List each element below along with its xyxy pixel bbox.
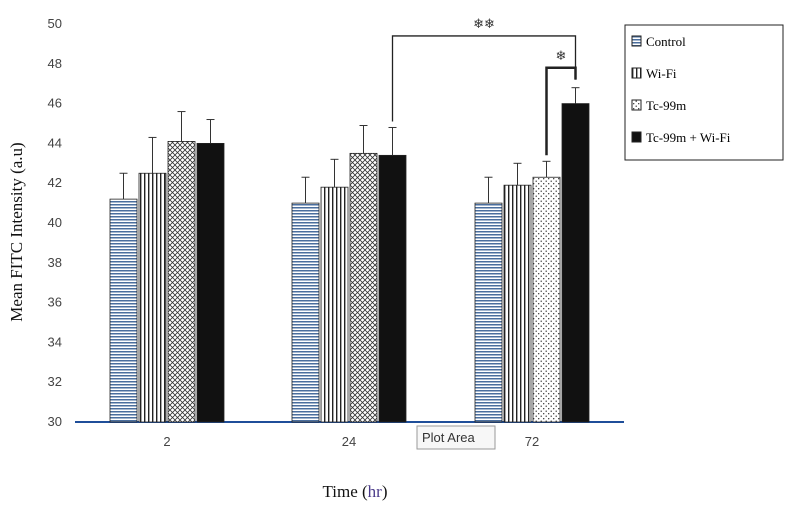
y-tick-label: 40 xyxy=(48,215,62,230)
legend-label: Tc-99m + Wi-Fi xyxy=(646,130,731,145)
legend-label: Wi-Fi xyxy=(646,66,677,81)
y-tick-label: 30 xyxy=(48,414,62,429)
legend-swatch xyxy=(631,99,642,111)
x-axis-title-suffix: ) xyxy=(382,482,388,501)
significance-bracket xyxy=(391,35,577,122)
y-tick-label: 48 xyxy=(48,56,62,71)
x-tick-label: 2 xyxy=(163,434,170,449)
legend-frame xyxy=(624,24,784,161)
significance-marker: ❄ xyxy=(556,49,567,64)
plot-area-tooltip: Plot Area xyxy=(416,425,496,450)
bar-control-24 xyxy=(291,202,320,423)
y-axis-title: Mean FITC Intensity (a.u) xyxy=(7,142,26,321)
legend: Control Wi-Fi Tc-99m Tc-99m + Wi-Fi xyxy=(624,24,784,161)
legend-swatch xyxy=(631,131,642,143)
legend-swatch xyxy=(631,35,642,47)
significance-bracket xyxy=(545,66,577,156)
tooltip-label: Plot Area xyxy=(422,430,476,445)
y-tick-label: 36 xyxy=(48,295,62,310)
bar-wi-fi-2 xyxy=(138,172,167,423)
bar-control-72 xyxy=(474,202,503,423)
error-bars xyxy=(119,87,580,204)
y-tick-label: 46 xyxy=(48,96,62,111)
y-tick-label: 34 xyxy=(48,334,62,349)
bar-tc-99m-2 xyxy=(167,141,196,423)
bar-wi-fi-24 xyxy=(320,186,349,423)
y-tick-label: 44 xyxy=(48,135,62,150)
x-axis-title-prefix: Time ( xyxy=(322,482,368,501)
bars xyxy=(109,103,590,423)
bar-control-2 xyxy=(109,198,138,423)
y-tick-label: 42 xyxy=(48,175,62,190)
legend-label: Control xyxy=(646,34,686,49)
bar-tc-99m-wi-fi-72 xyxy=(561,103,590,423)
x-tick-label: 72 xyxy=(525,434,539,449)
y-tick-label: 32 xyxy=(48,374,62,389)
bar-tc-99m-wi-fi-24 xyxy=(378,154,407,423)
x-axis-title: Time (hr) xyxy=(322,482,387,501)
tooltip-box xyxy=(416,425,496,450)
bar-wi-fi-72 xyxy=(503,184,532,423)
x-tick-label: 24 xyxy=(342,434,356,449)
bar-tc-99m-72 xyxy=(532,176,561,423)
bar-tc-99m-wi-fi-2 xyxy=(196,142,225,423)
y-tick-label: 38 xyxy=(48,255,62,270)
x-axis-ticks: 2 24 72 xyxy=(163,434,539,449)
legend-label: Tc-99m xyxy=(646,98,686,113)
significance-marker: ❄❄ xyxy=(473,17,495,32)
y-axis-ticks: 30 32 34 36 38 40 42 44 46 48 50 xyxy=(48,16,62,429)
bar-tc-99m-24 xyxy=(349,152,378,423)
legend-swatch xyxy=(631,67,642,79)
x-axis-title-unit: hr xyxy=(368,482,383,501)
y-tick-label: 50 xyxy=(48,16,62,31)
significance-brackets: ❄❄❄ xyxy=(391,17,577,156)
